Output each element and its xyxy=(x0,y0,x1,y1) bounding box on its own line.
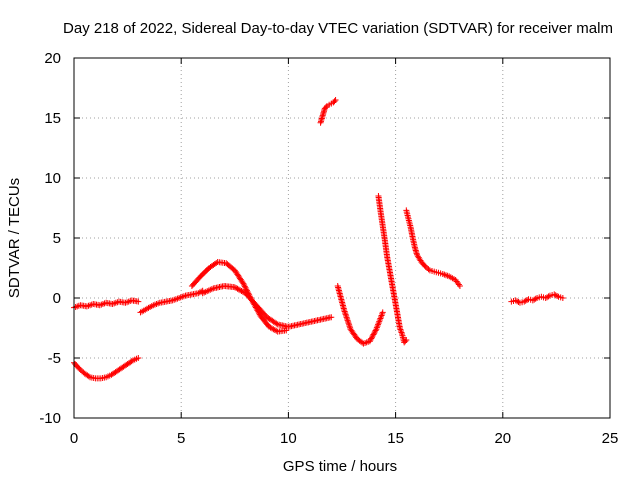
data-point-interp xyxy=(213,260,220,266)
series-baseline-0-3h xyxy=(71,297,142,311)
x-tick-label: 25 xyxy=(602,430,619,447)
series-dip-12-14-5h xyxy=(334,283,386,347)
data-point-interp xyxy=(522,297,529,304)
data-point-interp xyxy=(397,328,404,334)
data-point-interp xyxy=(372,327,379,334)
data-point-interp xyxy=(85,373,92,380)
data-point-interp xyxy=(514,298,521,305)
y-tick-label: 20 xyxy=(44,50,61,67)
data-point xyxy=(240,280,247,287)
data-point-interp xyxy=(368,335,375,342)
data-point xyxy=(456,283,463,289)
data-point xyxy=(135,298,142,305)
series-spike-14-15-5h xyxy=(375,193,410,346)
x-tick-label: 10 xyxy=(280,430,297,447)
data-point-interp xyxy=(243,286,250,293)
y-tick-label: -10 xyxy=(39,410,61,427)
x-tick-label: 5 xyxy=(177,430,185,447)
y-tick-label: -5 xyxy=(48,350,61,367)
data-point-interp xyxy=(322,104,329,111)
data-point-interp xyxy=(242,284,249,291)
data-point-interp xyxy=(370,331,377,338)
chart-title: Day 218 of 2022, Sidereal Day-to-day VTE… xyxy=(63,20,613,37)
y-tick-label: 10 xyxy=(44,170,61,187)
data-point xyxy=(328,314,335,321)
y-tick-label: 0 xyxy=(53,290,61,307)
x-axis-label: GPS time / hours xyxy=(283,458,397,475)
data-point-interp xyxy=(532,295,539,302)
data-point-interp xyxy=(367,336,374,343)
data-point-interp xyxy=(554,293,561,299)
data-point-interp xyxy=(128,358,135,365)
data-point-interp xyxy=(331,98,338,105)
data-point-interp xyxy=(425,266,432,273)
x-tick-label: 0 xyxy=(70,430,78,447)
data-point-interp xyxy=(241,282,248,288)
series-high-patch xyxy=(317,97,339,126)
y-tick-label: 15 xyxy=(44,110,61,127)
y-tick-label: 5 xyxy=(53,230,61,247)
axis-ticks: 0 5 10 15 20 25 -10 -5 0 5 10 15 20 xyxy=(39,50,618,447)
data-point-interp xyxy=(369,332,376,339)
x-tick-label: 15 xyxy=(387,430,404,447)
data-point xyxy=(403,337,410,343)
series-lower-arc xyxy=(71,355,142,382)
data-point-interp xyxy=(241,283,248,290)
data-point-interp xyxy=(545,293,552,300)
x-tick-label: 20 xyxy=(494,430,511,447)
data-point-interp xyxy=(273,320,280,327)
data-point xyxy=(332,97,339,103)
data-point xyxy=(379,309,386,316)
data-point-interp xyxy=(402,338,409,345)
series-segment-3-6h xyxy=(137,287,206,316)
y-axis-label: SDTVAR / TECUs xyxy=(6,178,23,298)
series-cluster-20-23h xyxy=(508,291,566,306)
data-point-interp xyxy=(371,330,378,337)
grid xyxy=(74,58,610,418)
data-point xyxy=(135,355,142,361)
data-point-interp xyxy=(371,328,378,335)
data-point xyxy=(366,338,373,345)
series-mid-band-6-13h xyxy=(199,283,335,330)
data-point xyxy=(559,295,566,301)
data-point-interp xyxy=(369,334,376,341)
series-spike-15-5-18h xyxy=(403,207,463,289)
data-points xyxy=(71,97,566,382)
data-point xyxy=(283,327,290,334)
